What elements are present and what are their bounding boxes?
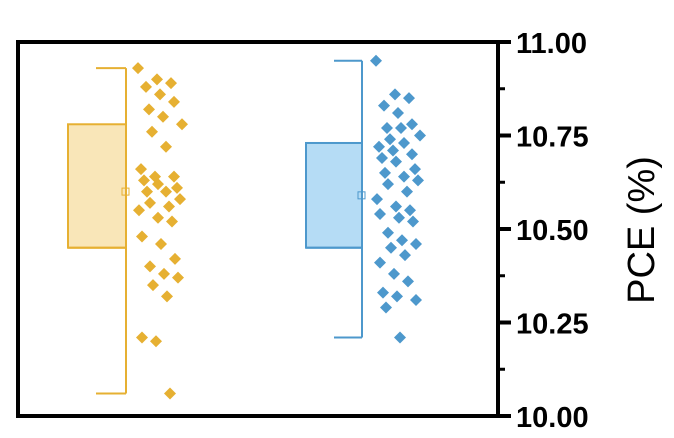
data-point (377, 286, 389, 299)
data-point (136, 230, 148, 243)
data-point (390, 200, 402, 213)
data-point (144, 196, 156, 209)
data-point (166, 215, 178, 228)
mean-marker (121, 187, 130, 196)
data-point (382, 226, 394, 239)
data-point (395, 122, 407, 135)
data-point (174, 193, 186, 206)
data-point (407, 215, 419, 228)
data-point (160, 140, 172, 153)
data-point (392, 107, 404, 120)
box (67, 123, 127, 249)
data-point (154, 88, 166, 101)
y-tick-label: 10.00 (516, 402, 589, 434)
data-point (403, 92, 415, 105)
data-point (394, 331, 406, 344)
data-point (388, 267, 400, 280)
data-point (152, 178, 164, 191)
data-point (141, 185, 153, 198)
y-tick-label: 10.25 (516, 309, 589, 341)
data-point (143, 103, 155, 116)
y-tick-label: 11.00 (516, 28, 587, 60)
data-point (393, 211, 405, 224)
data-point (398, 170, 410, 183)
data-point (378, 99, 390, 112)
data-point (151, 73, 163, 86)
data-point (402, 275, 414, 288)
data-point (374, 256, 386, 269)
data-point (172, 271, 184, 284)
data-point (406, 148, 418, 161)
data-point (412, 174, 424, 187)
data-point (391, 290, 403, 303)
box (305, 141, 363, 249)
data-point (381, 122, 393, 135)
data-point (176, 118, 188, 131)
data-point (144, 260, 156, 273)
data-point (387, 144, 399, 157)
box-group-1 (67, 62, 188, 400)
data-point (376, 151, 388, 164)
y-tick-label: 10.75 (516, 122, 589, 154)
data-point (168, 95, 180, 108)
data-point (396, 234, 408, 247)
data-point (389, 88, 401, 101)
data-point (169, 252, 181, 265)
data-point (171, 181, 183, 194)
data-point (133, 204, 145, 217)
data-point (136, 331, 148, 344)
data-point (147, 279, 159, 292)
data-point (390, 155, 402, 168)
data-point (150, 335, 162, 348)
box-group-2 (305, 54, 426, 344)
data-point (163, 200, 175, 213)
data-point (370, 54, 382, 67)
data-point (374, 208, 386, 221)
data-point (398, 136, 410, 149)
data-point (140, 80, 152, 93)
data-point (152, 211, 164, 224)
data-point (382, 178, 394, 191)
data-point (385, 241, 397, 254)
data-point (384, 133, 396, 146)
data-point (410, 237, 422, 250)
data-point (146, 125, 158, 138)
data-point (404, 204, 416, 217)
data-point (160, 185, 172, 198)
data-point (380, 301, 392, 314)
data-point (164, 387, 176, 400)
data-point (410, 294, 422, 307)
data-point (138, 174, 150, 187)
data-point (371, 193, 383, 206)
data-point (168, 170, 180, 183)
data-point (165, 77, 177, 90)
data-point (399, 249, 411, 262)
data-point (379, 166, 391, 179)
mean-marker (357, 191, 366, 200)
plot-area (67, 54, 426, 400)
data-point (135, 163, 147, 176)
y-tick-label: 10.50 (516, 215, 589, 247)
y-axis: 10.00 10.25 10.50 10.75 11.00 (16, 28, 589, 434)
data-point (401, 185, 413, 198)
data-point (132, 62, 144, 75)
data-point (406, 118, 418, 131)
data-point (414, 129, 426, 142)
y-axis-title: PCE (%) (621, 156, 663, 304)
data-point (161, 290, 173, 303)
data-point (155, 237, 167, 250)
data-point (158, 267, 170, 280)
data-point (409, 163, 421, 176)
data-point (373, 140, 385, 153)
data-point (157, 110, 169, 123)
